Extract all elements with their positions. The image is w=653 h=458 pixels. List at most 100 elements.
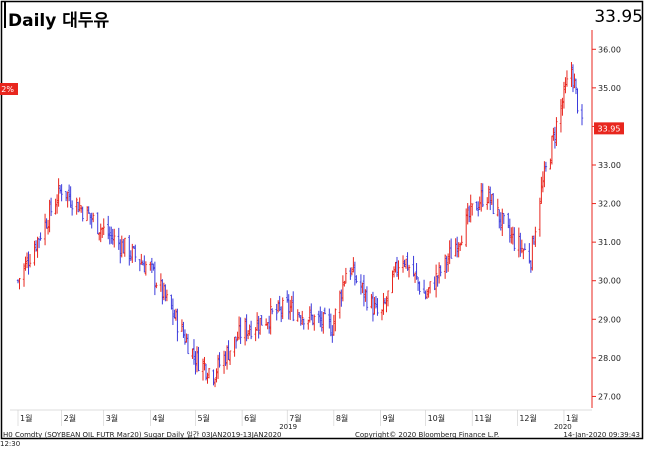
ohlc-bar [257, 315, 260, 339]
ohlc-bar [66, 191, 69, 208]
x-tick-label: 11월 [474, 413, 492, 423]
ohlc-bar [418, 281, 421, 295]
ohlc-bar [270, 308, 274, 315]
ohlc-bar [39, 232, 42, 241]
ohlc-bar [392, 266, 396, 278]
ohlc-bar [338, 290, 342, 319]
ohlc-bar [25, 252, 29, 269]
y-tick-label: 29.00 [598, 315, 621, 324]
ohlc-bar [79, 205, 83, 213]
ohlc-bar [406, 252, 409, 271]
ohlc-bar [313, 314, 316, 331]
ohlc-bar [320, 311, 324, 332]
ohlc-bar [364, 289, 367, 302]
ohlc-bar [386, 290, 390, 307]
y-tick-label: 27.00 [598, 392, 621, 401]
ohlc-bar [206, 372, 209, 384]
ohlc-bar [37, 238, 41, 249]
ohlc-bar [128, 235, 131, 266]
ohlc-bar [260, 315, 263, 326]
x-tick-label: 5월 [197, 413, 209, 423]
ohlc-bar [48, 199, 51, 233]
ohlc-bar [439, 265, 442, 277]
ohlc-bar [490, 194, 493, 205]
last-price-marker: 33.95 [594, 122, 624, 135]
ohlc-bar [134, 244, 137, 262]
ohlc-bar [446, 253, 450, 272]
ohlc-bar [478, 196, 481, 211]
ohlc-bar [362, 274, 366, 307]
ohlc-bar [445, 256, 448, 273]
ohlc-bar [227, 340, 230, 361]
ohlc-bar [129, 250, 132, 261]
ohlc-bar [117, 227, 120, 250]
ohlc-bar [489, 186, 492, 211]
ohlc-bar [499, 212, 502, 231]
ohlc-bar [248, 324, 251, 336]
ohlc-bar [176, 308, 179, 342]
ohlc-bar [34, 240, 38, 252]
ohlc-bar [331, 325, 334, 343]
chart-border [0, 0, 644, 440]
ohlc-bar [255, 312, 259, 331]
ohlc-bar [570, 62, 573, 87]
ohlc-bar [374, 295, 378, 309]
ohlc-bar [576, 88, 579, 114]
ohlc-bar [343, 280, 346, 287]
ohlc-bar [292, 291, 295, 322]
ohlc-bar [152, 263, 155, 271]
ohlc-bar [573, 73, 576, 89]
ohlc-bar [113, 228, 116, 248]
ohlc-bar [529, 260, 533, 273]
ohlc-bar [119, 239, 122, 264]
ohlc-bar [201, 358, 205, 381]
ohlc-bar [437, 262, 441, 284]
ohlc-bar [471, 203, 474, 216]
ohlc-bar [415, 262, 418, 280]
ohlc-bar [43, 213, 47, 246]
ohlc-bar [246, 330, 250, 340]
ohlc-bar [87, 206, 90, 214]
ohlc-bar [111, 228, 114, 245]
ohlc-bar [412, 255, 415, 277]
ohlc-bar [245, 314, 248, 342]
ohlc-bar [171, 298, 175, 326]
ohlc-bar [18, 277, 21, 290]
ohlc-bar [460, 235, 463, 246]
ohlc-bar [249, 320, 253, 340]
ohlc-bar [299, 315, 302, 326]
ohlc-bar [302, 318, 305, 330]
ohlc-bar [102, 218, 105, 236]
x-tick-label: 10월 [428, 413, 446, 423]
ohlc-bar [511, 226, 515, 245]
ohlc-bar [287, 294, 290, 320]
ohlc-bar [224, 351, 227, 366]
ohlc-bar [359, 274, 363, 295]
ohlc-bar [344, 267, 348, 284]
x-year-label: 2019 [279, 423, 297, 431]
x-tick-label: 9월 [382, 413, 394, 423]
ohlc-bar [502, 213, 505, 224]
ohlc-bar [155, 282, 158, 289]
ohlc-bar [311, 314, 314, 326]
ohlc-bar [85, 206, 89, 222]
footer-copyright: Copyright© 2020 Bloomberg Finance L.P. [355, 431, 499, 439]
x-tick-label: 3월 [106, 413, 118, 423]
ohlc-bar [477, 201, 480, 217]
ohlc-bar [69, 186, 72, 208]
ohlc-bar [436, 275, 439, 287]
ohlc-bar [543, 161, 546, 188]
ohlc-bar [565, 70, 569, 87]
ohlc-bar [280, 306, 283, 323]
ohlc-bar [222, 350, 226, 374]
ohlc-bar [107, 215, 110, 240]
ohlc-bar [427, 287, 430, 298]
ohlc-bar [161, 279, 164, 305]
ohlc-bar [170, 294, 173, 310]
ohlc-bar [361, 282, 364, 294]
ohlc-bar [92, 212, 95, 223]
ohlc-bar [475, 201, 478, 211]
ohlc-bar [323, 307, 327, 315]
ohlc-bar [541, 171, 545, 193]
ohlc-bar [239, 317, 242, 344]
